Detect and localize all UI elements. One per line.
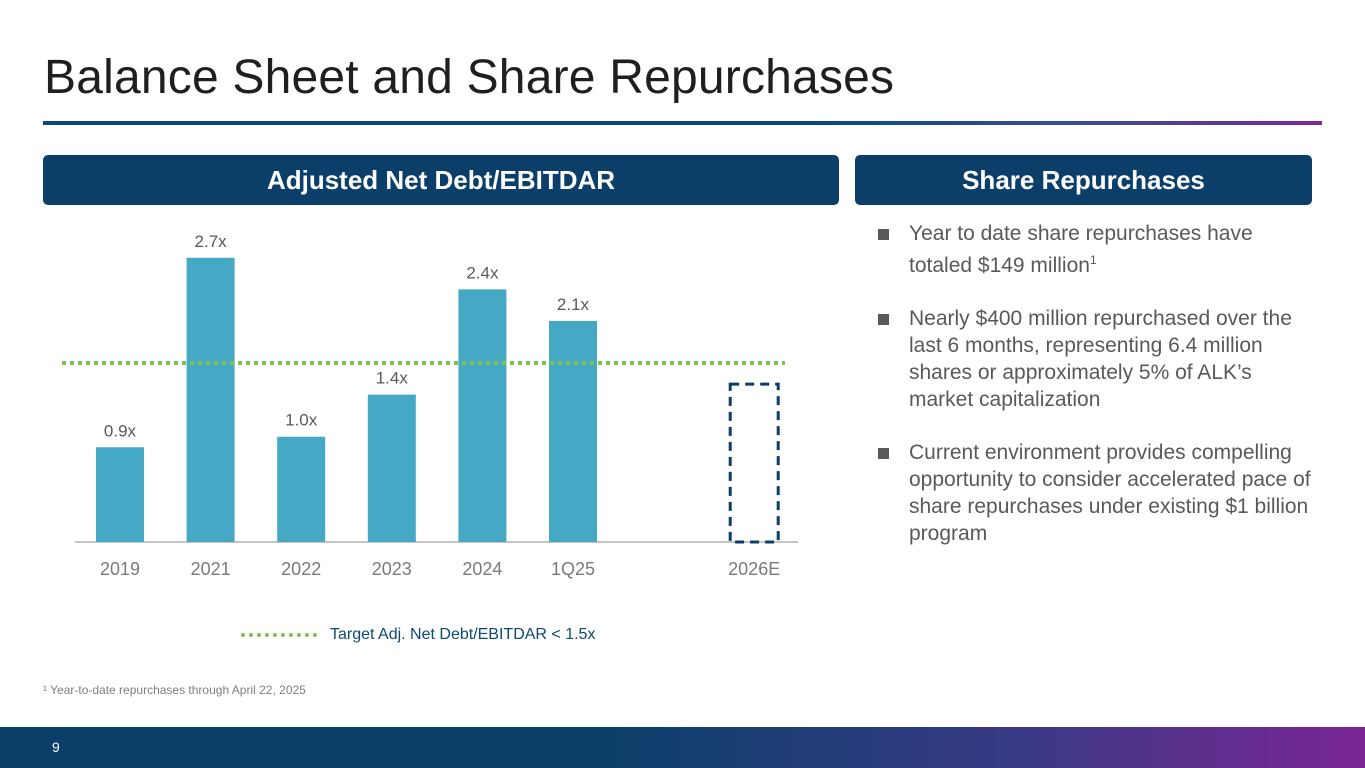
bullet-text: Nearly $400 million repurchased over the… [909,307,1292,411]
title-divider [43,121,1322,125]
bar-2023 [367,394,416,542]
net-debt-bar-chart: 0.9x 2019 2.7x 2021 1.0x 2022 1.4x 2023 2.4x 2024… [62,232,798,579]
x-tick-label-2019: 2019 [100,559,140,579]
bar-2021 [186,257,235,542]
repurchases-panel-header-label: Share Repurchases [962,164,1205,195]
page-number: 9 [52,739,60,755]
data-label-1q25: 2.1x [557,295,590,314]
footnote-marker: 1 [1089,253,1097,267]
data-label-2021: 2.7x [195,232,228,251]
square-bullet-icon [878,314,889,325]
target-line-swatch [241,633,317,637]
x-tick-label-1q25: 1Q25 [551,559,595,579]
bullet-item: Nearly $400 million repurchased over the… [878,305,1318,413]
bullet-item: Year to date share repurchases have tota… [878,220,1318,279]
bar-1q25 [549,320,597,542]
repurchases-bullet-list: Year to date share repurchases have tota… [878,220,1318,573]
target-legend-label: Target Adj. Net Debt/EBITDAR < 1.5x [330,626,596,643]
page-title: Balance Sheet and Share Repurchases [44,51,895,104]
chart-panel-header-label: Adjusted Net Debt/EBITDAR [266,164,616,195]
chart-panel-header: Adjusted Net Debt/EBITDAR [43,155,839,205]
footer-bar: 9 [0,727,1365,768]
x-tick-label-2024: 2024 [462,559,502,579]
bar-2022 [277,436,326,542]
data-label-2019: 0.9x [104,421,137,440]
bullet-item: Current environment provides compelling … [878,439,1318,547]
estimate-bar-2026e [728,382,780,544]
square-bullet-icon [878,448,889,459]
footnote: ¹ Year-to-date repurchases through April… [43,683,306,697]
x-tick-label-2022: 2022 [281,559,321,579]
chart-legend: Target Adj. Net Debt/EBITDAR < 1.5x [241,626,595,644]
x-tick-label-2021: 2021 [191,559,231,579]
x-tick-label-2023: 2023 [372,559,412,579]
data-label-2024: 2.4x [466,263,499,282]
bar-2019 [96,447,144,542]
square-bullet-icon [878,229,889,240]
data-label-2022: 1.0x [285,411,318,430]
bar-2024 [458,289,507,542]
bullet-text: Current environment provides compelling … [909,441,1311,545]
bullet-text: Year to date share repurchases have tota… [909,222,1253,277]
data-label-2023: 1.4x [376,369,409,388]
x-tick-label-2026e: 2026E [728,559,780,579]
repurchases-panel-header: Share Repurchases [855,155,1312,205]
